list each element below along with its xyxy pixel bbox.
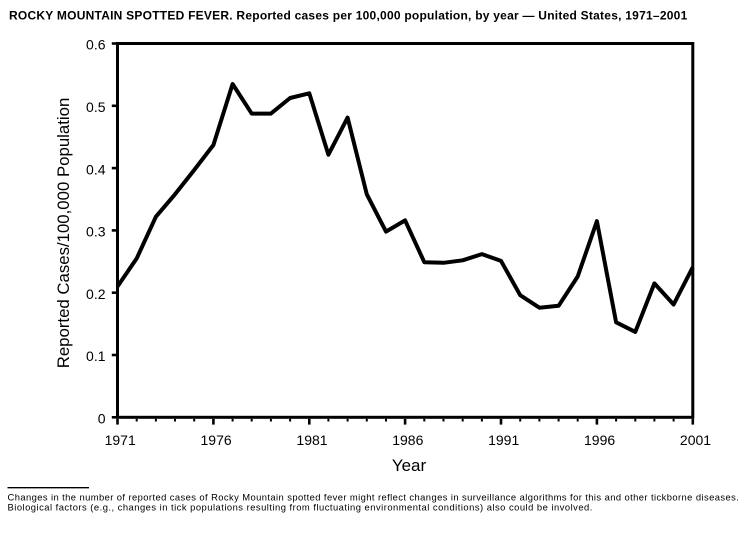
svg-text:0.5: 0.5 [86, 99, 106, 115]
svg-text:ROCKY MOUNTAIN SPOTTED FEVER.: ROCKY MOUNTAIN SPOTTED FEVER. Reported c… [9, 9, 688, 23]
svg-text:Reported Cases/100,000 Populat: Reported Cases/100,000 Population [54, 98, 73, 369]
svg-text:0.4: 0.4 [86, 161, 106, 177]
svg-text:1986: 1986 [392, 432, 423, 448]
svg-text:0: 0 [98, 411, 106, 427]
svg-text:2001: 2001 [680, 432, 711, 448]
svg-text:0.1: 0.1 [86, 348, 106, 364]
svg-text:1996: 1996 [584, 432, 615, 448]
svg-text:1976: 1976 [201, 432, 232, 448]
svg-text:Changes in the number of repor: Changes in the number of reported cases … [8, 492, 740, 503]
svg-text:0.2: 0.2 [86, 286, 106, 302]
svg-text:1971: 1971 [105, 432, 136, 448]
svg-text:0.3: 0.3 [86, 224, 106, 240]
svg-text:1981: 1981 [296, 432, 327, 448]
svg-text:Biological factors (e.g., chan: Biological factors (e.g., changes in tic… [8, 502, 593, 513]
svg-text:Year: Year [392, 456, 427, 475]
svg-text:0.6: 0.6 [86, 37, 106, 53]
svg-text:1991: 1991 [488, 432, 519, 448]
